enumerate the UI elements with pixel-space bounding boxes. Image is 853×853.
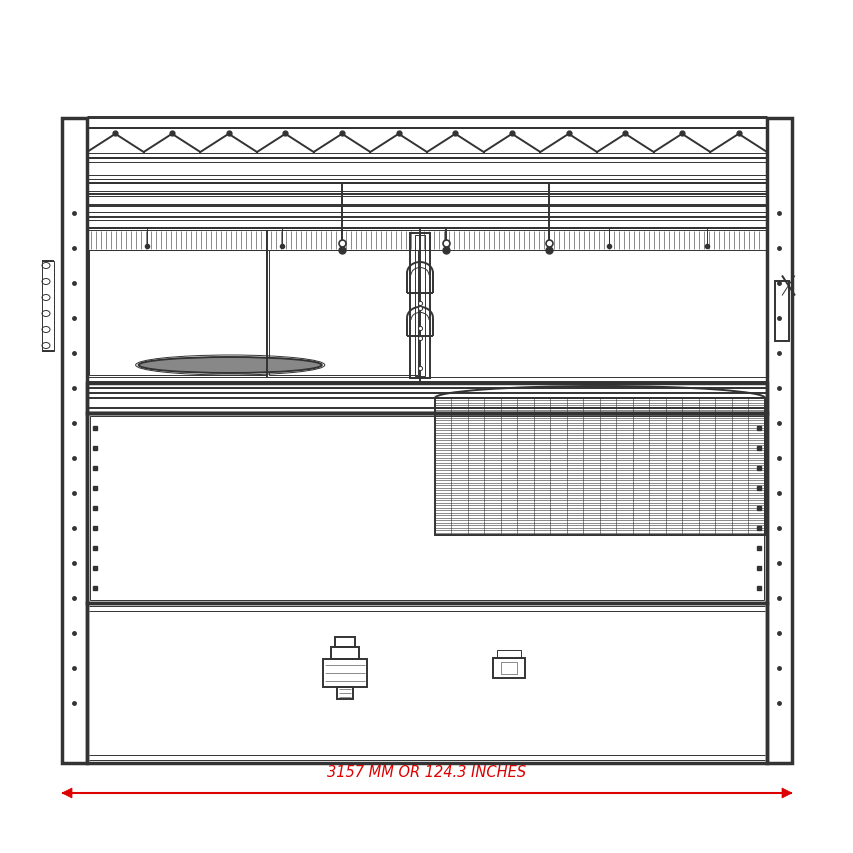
Bar <box>496 650 520 659</box>
Bar <box>500 662 516 674</box>
Ellipse shape <box>138 357 322 374</box>
Polygon shape <box>781 788 791 798</box>
Bar <box>42 261 54 351</box>
Bar <box>87 159 766 183</box>
Bar <box>331 647 359 659</box>
Bar <box>89 251 266 375</box>
Bar <box>269 251 417 375</box>
Bar <box>415 235 425 376</box>
Bar <box>337 688 353 699</box>
Bar <box>87 384 766 414</box>
Bar <box>774 281 788 341</box>
Bar <box>87 119 766 129</box>
Bar <box>335 637 355 647</box>
Bar <box>766 119 791 763</box>
Bar <box>409 234 430 379</box>
Bar <box>87 414 766 603</box>
Bar <box>90 416 763 601</box>
Bar <box>87 230 766 251</box>
Bar <box>492 659 524 678</box>
Bar <box>87 229 766 384</box>
Polygon shape <box>62 788 72 798</box>
Bar <box>434 398 764 536</box>
Bar <box>62 119 87 763</box>
Text: 3157 MM OR 124.3 INCHES: 3157 MM OR 124.3 INCHES <box>327 764 526 779</box>
Bar <box>87 129 766 159</box>
Bar <box>87 603 766 763</box>
Bar <box>323 659 367 688</box>
